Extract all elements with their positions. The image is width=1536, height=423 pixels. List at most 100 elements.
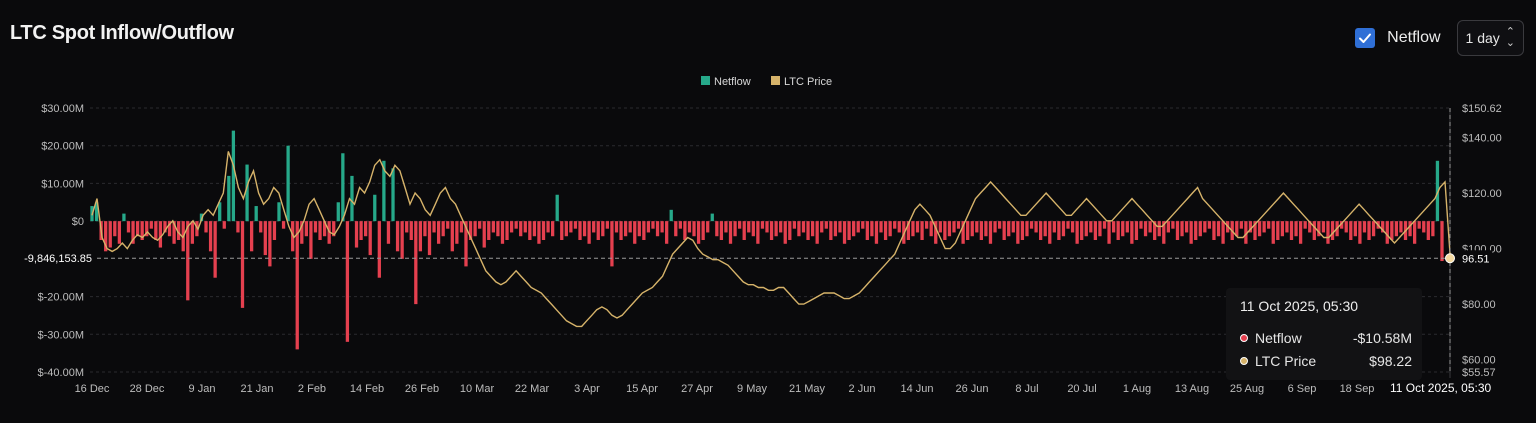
netflow-bar [213,221,217,278]
netflow-bar [1102,221,1107,229]
netflow-bar [1221,221,1225,244]
netflow-bar [947,221,952,237]
netflow-bar [218,202,222,222]
netflow-bar [979,221,983,240]
netflow-bar [1216,221,1221,237]
netflow-bar [728,221,733,244]
interval-select[interactable]: 1 day ⌃ ⌄ [1456,20,1524,56]
netflow-bar [500,221,505,244]
netflow-bar [386,221,391,244]
netflow-bar [1084,221,1088,237]
netflow-bar [1061,221,1066,237]
netflow-bar [1203,221,1207,233]
netflow-bar [997,221,1002,229]
netflow-bar [186,221,190,301]
x-tick-label: 9 May [737,383,767,395]
netflow-bar [610,221,614,267]
netflow-bar [578,221,582,240]
netflow-bar [368,221,372,256]
netflow-bar [1303,221,1307,229]
netflow-bar [747,221,751,233]
netflow-bar [227,175,231,222]
netflow-bar [861,221,865,229]
netflow-toggle-label[interactable]: Netflow [1387,29,1441,46]
x-tick-label: 8 Jul [1015,383,1038,395]
netflow-bar [660,221,664,233]
y-right-tick-label: $80.00 [1462,299,1496,311]
netflow-bar [760,221,765,229]
netflow-bar [1111,221,1116,233]
crosshair-x-label: 11 Oct 2025, 05:30 [1386,380,1496,396]
netflow-bar [309,221,313,259]
netflow-bar [1029,221,1034,229]
netflow-bar [1417,221,1421,229]
netflow-bar [122,213,126,222]
netflow-bar [769,221,774,240]
netflow-bar [245,164,249,222]
netflow-bar [1198,221,1202,237]
chart-tooltip: 11 Oct 2025, 05:30 Netflow -$10.58M LTC … [1226,288,1422,380]
netflow-bar [409,221,413,240]
netflow-bar [1166,221,1170,233]
netflow-bar [560,221,564,240]
netflow-bar [633,221,637,244]
x-tick-label: 15 Apr [626,383,658,395]
netflow-bar [1239,221,1243,229]
netflow-bar [1358,221,1362,244]
netflow-bar [341,153,345,222]
x-tick-label: 22 Mar [515,383,550,395]
netflow-bar [487,221,491,240]
netflow-bar [172,221,176,244]
legend-swatch-price [771,76,780,85]
netflow-bar [719,221,724,240]
netflow-bar [1253,221,1257,240]
netflow-bar [774,221,778,237]
x-tick-label: 3 Apr [574,383,600,395]
netflow-bar [286,145,290,222]
netflow-bar [637,221,641,237]
netflow-bar [687,221,692,233]
netflow-bar [938,221,942,233]
netflow-bar [418,221,423,252]
netflow-bar [177,221,181,240]
netflow-bar [1048,221,1052,244]
netflow-bar [135,221,140,237]
netflow-bar [569,221,573,233]
netflow-bar [523,221,527,233]
price-line [91,151,1451,328]
netflow-bar [249,221,254,252]
netflow-bar [514,221,518,229]
netflow-bar [354,221,359,248]
netflow-bar [190,221,194,244]
netflow-bar [669,209,673,222]
netflow-bar [911,221,915,237]
netflow-bar [934,221,938,244]
netflow-bar [692,221,696,237]
netflow-bar [1130,221,1134,244]
netflow-bar [1317,221,1321,237]
y-right-tick-label: $60.00 [1462,355,1496,367]
netflow-bar [1080,221,1084,240]
netflow-bar [450,221,454,252]
netflow-bar [423,221,427,237]
netflow-bar [505,221,509,240]
netflow-bar [829,221,833,240]
netflow-bar [359,221,363,240]
netflow-bar [167,221,172,237]
netflow-bar [318,221,322,240]
netflow-bar [646,221,651,233]
netflow-bar [254,206,258,222]
tooltip-title: 11 Oct 2025, 05:30 [1240,298,1359,314]
netflow-bar [350,175,354,222]
netflow-bar [1257,221,1262,237]
netflow-bar [737,221,742,229]
netflow-checkbox[interactable] [1355,28,1376,48]
netflow-bar [1340,221,1344,229]
tooltip-row-label: LTC Price [1255,353,1317,369]
netflow-bar [117,221,122,244]
netflow-bar [555,194,559,222]
netflow-bar [888,221,892,237]
x-tick-label: 2 Feb [298,383,326,395]
netflow-bar [810,221,815,237]
netflow-bar [395,221,400,252]
